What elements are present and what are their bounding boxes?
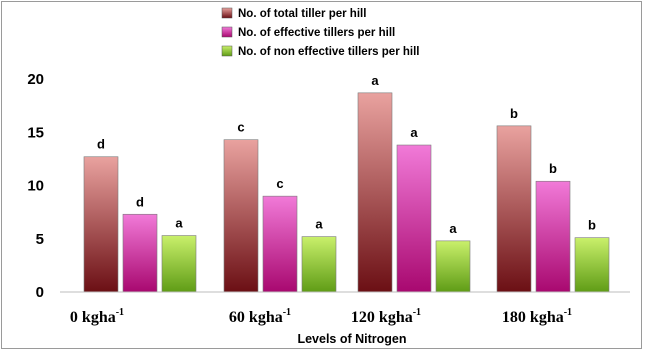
bar-significance-letter: a bbox=[175, 216, 183, 231]
bar bbox=[83, 156, 119, 293]
y-tick-label: 15 bbox=[27, 124, 44, 141]
bars bbox=[83, 92, 610, 293]
legend-swatch bbox=[221, 7, 233, 19]
legend-swatch bbox=[221, 45, 233, 57]
bar-significance-letter: a bbox=[371, 73, 379, 88]
bar-significance-letter: c bbox=[237, 120, 244, 135]
significance-labels: d c a b d c a b a a a b bbox=[97, 73, 596, 236]
bar-significance-letter: b bbox=[510, 106, 518, 121]
x-category-label: 0 kgha-1 bbox=[70, 307, 124, 326]
y-tick-label: 5 bbox=[36, 231, 44, 248]
legend: No. of total tiller per hill No. of effec… bbox=[221, 7, 419, 58]
legend-label: No. of effective tillers per hill bbox=[238, 27, 395, 39]
legend-label: No. of total tiller per hill bbox=[238, 8, 366, 20]
bar bbox=[301, 236, 337, 293]
x-axis-title: Levels of Nitrogen bbox=[297, 332, 406, 346]
bar-significance-letter: d bbox=[136, 194, 144, 209]
bar-significance-letter: b bbox=[588, 218, 596, 233]
bar bbox=[535, 180, 571, 293]
y-tick-label: 0 bbox=[36, 284, 44, 301]
bar-significance-letter: c bbox=[276, 176, 283, 191]
bar-significance-letter: a bbox=[315, 217, 323, 232]
bar-significance-letter: b bbox=[549, 161, 557, 176]
y-tick-label: 10 bbox=[27, 178, 44, 195]
y-axis: 0 5 10 15 20 bbox=[27, 71, 44, 301]
legend-swatch bbox=[221, 26, 233, 38]
bar-significance-letter: a bbox=[449, 221, 457, 236]
bar bbox=[223, 139, 259, 293]
bar bbox=[396, 144, 432, 293]
x-category-label: 180 kgha-1 bbox=[502, 307, 572, 326]
x-category-label: 120 kgha-1 bbox=[351, 307, 421, 326]
bar bbox=[357, 92, 393, 293]
x-category-label: 60 kgha-1 bbox=[229, 307, 291, 326]
bar bbox=[262, 195, 298, 293]
bar bbox=[574, 237, 610, 293]
bar bbox=[496, 125, 532, 293]
y-tick-label: 20 bbox=[27, 71, 44, 88]
x-axis: 0 kgha-1 60 kgha-1 120 kgha-1 180 kgha-1 bbox=[60, 291, 630, 326]
bar-significance-letter: a bbox=[410, 125, 418, 140]
legend-label: No. of non effective tillers per hill bbox=[238, 46, 419, 58]
bar bbox=[122, 213, 158, 293]
bar-significance-letter: d bbox=[97, 137, 105, 152]
bar bbox=[435, 240, 471, 293]
bar bbox=[161, 235, 197, 293]
